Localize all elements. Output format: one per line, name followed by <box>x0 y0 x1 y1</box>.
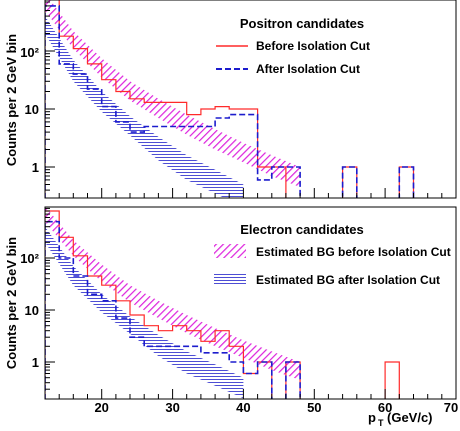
y-tick-label: 10 <box>25 303 39 318</box>
histogram-after-cut <box>45 5 415 198</box>
x-axis-title: p T (GeV/c) <box>368 410 433 428</box>
legend-title-positron: Positron candidates <box>240 16 364 31</box>
x-axis-title-sub: T <box>378 418 384 428</box>
x-tick-label: 40 <box>236 400 250 415</box>
frame-electron <box>44 206 457 400</box>
legend-swatch-bg-after <box>214 272 246 286</box>
bg-band-before <box>45 0 301 188</box>
x-tick-label: 50 <box>307 400 321 415</box>
legend-title-electron: Electron candidates <box>240 222 364 237</box>
y-tick-label: 10² <box>20 251 39 266</box>
panel-positron: 1 10 10² Positron candidates Before Isolat… <box>20 0 457 199</box>
panel-electron: 1 10 10² 20 30 40 50 60 70 Electron candidates E… <box>20 206 458 415</box>
ticks-electron: 1 10 10² 20 30 40 50 60 70 <box>20 207 458 415</box>
y-axis-title-positron: Counts per 2 GeV bin <box>4 34 19 166</box>
legend-label-before-positron: Before Isolation Cut <box>256 39 370 53</box>
x-tick-label: 20 <box>94 400 108 415</box>
x-tick-label: 60 <box>378 400 392 415</box>
legend-label-bg-before: Estimated BG before Isolation Cut <box>256 245 451 259</box>
x-axis-title-unit: (GeV/c) <box>387 410 433 425</box>
bg-band-after <box>45 16 244 198</box>
bg-band-after <box>45 226 244 399</box>
histogram-before-cut <box>45 210 400 399</box>
frame-positron <box>44 0 457 199</box>
plot-area-positron <box>45 0 415 198</box>
legend-label-after-positron: After Isolation Cut <box>256 62 360 76</box>
y-axis-title-electron: Counts per 2 GeV bin <box>4 237 19 369</box>
y-tick-label: 1 <box>32 160 39 175</box>
y-tick-label: 10² <box>20 45 39 60</box>
x-tick-label: 70 <box>444 400 458 415</box>
y-tick-label: 10 <box>25 102 39 117</box>
plot-area-electron <box>45 207 400 399</box>
ticks-positron: 1 10 10² <box>20 1 443 198</box>
legend-swatch-bg-before <box>214 244 246 258</box>
bg-band-before <box>45 207 301 380</box>
x-axis-title-p: p <box>368 410 376 425</box>
legend-label-bg-after: Estimated BG after Isolation Cut <box>256 273 440 287</box>
y-tick-label: 1 <box>32 355 39 370</box>
x-tick-label: 30 <box>165 400 179 415</box>
